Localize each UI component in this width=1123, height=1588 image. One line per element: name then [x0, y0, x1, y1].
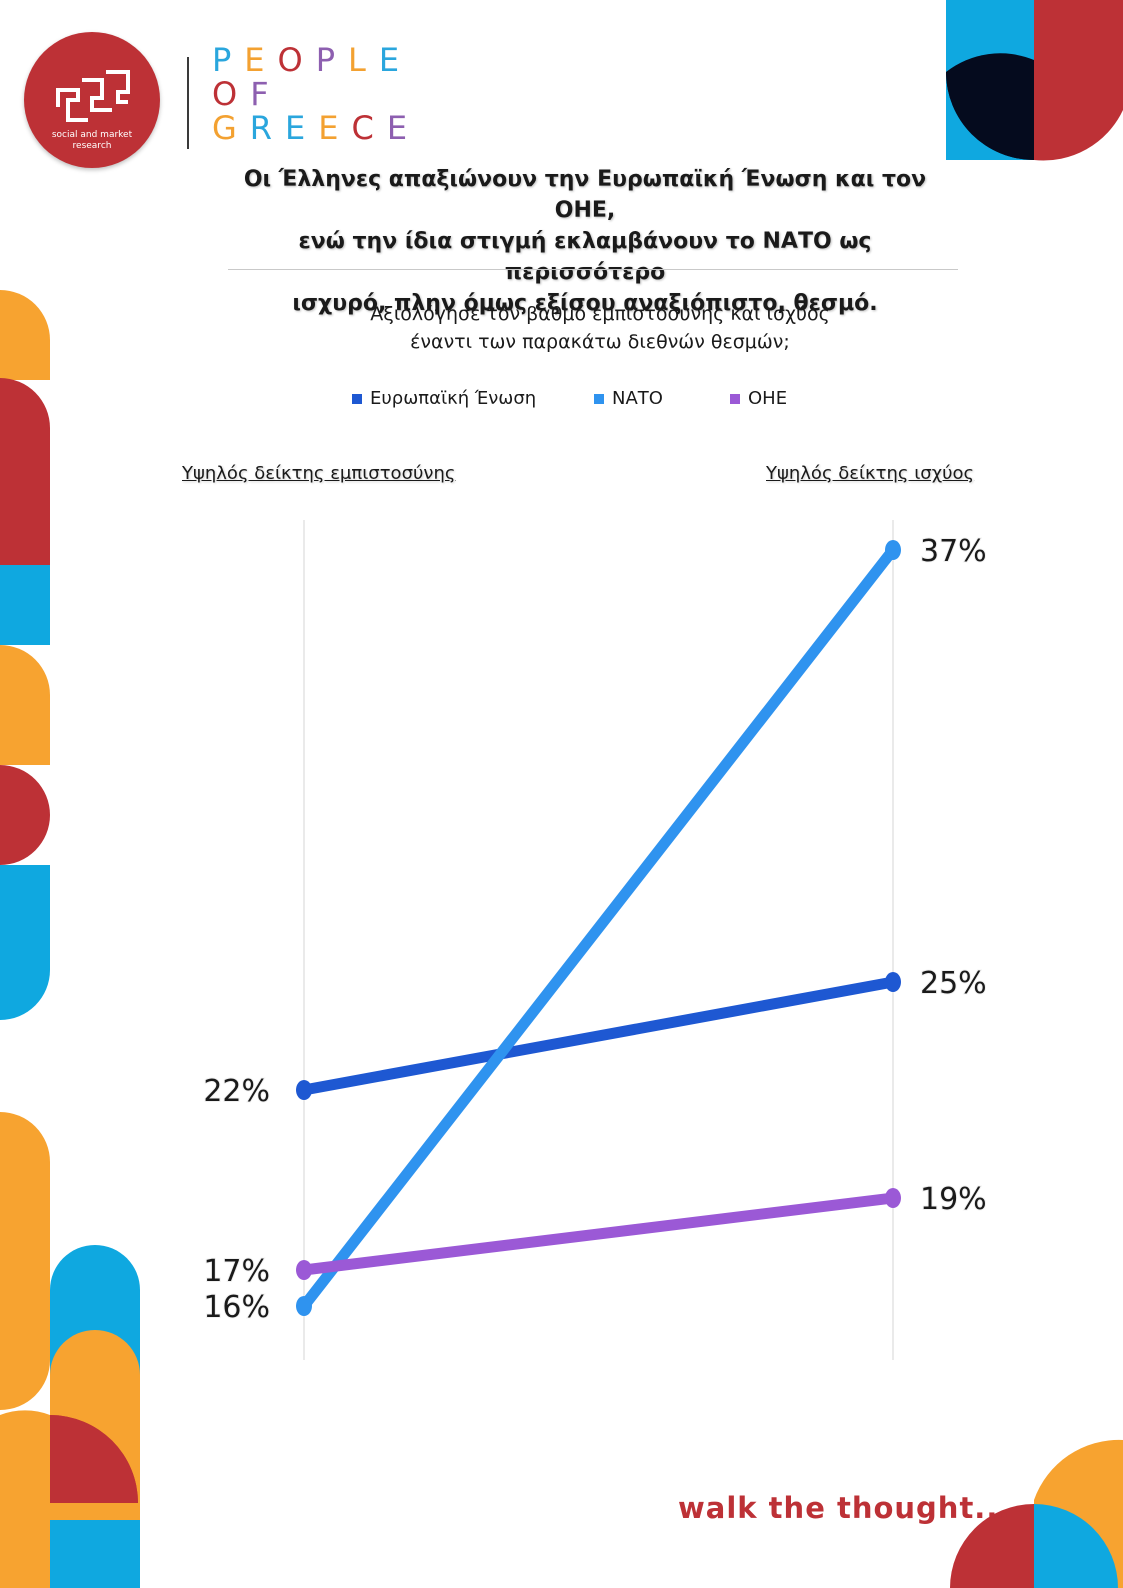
series-line-ohe	[298, 1192, 899, 1276]
logo-subtitle: social and market research	[24, 130, 160, 152]
data-label-nato-trust: 16%	[203, 1290, 270, 1325]
legend-label-nato: ΝΑΤΟ	[612, 388, 663, 409]
survey-question: Αξιολόγησε τον βαθμό εμπιστοσύνης και ισ…	[300, 300, 900, 356]
legend-swatch-nato	[594, 394, 604, 404]
title-line1: Οι Έλληνες απαξιώνουν την Ευρωπαϊκή Ένωσ…	[243, 167, 927, 223]
data-point-nato-power	[885, 540, 901, 560]
page-title: Οι Έλληνες απαξιώνουν την Ευρωπαϊκή Ένωσ…	[215, 164, 955, 319]
legend-item-nato: ΝΑΤΟ	[594, 385, 663, 413]
brand-letter: F	[250, 75, 282, 113]
brand-line-1: PEOPLE	[212, 42, 412, 78]
category-label-power: Υψηλός δείκτης ισχύος	[766, 463, 975, 484]
legend-label-eu: Ευρωπαϊκή Ένωση	[370, 388, 537, 409]
brand-letter: E	[318, 109, 352, 147]
title-line2: ενώ την ίδια στιγμή εκλαμβάνουν το ΝΑΤΟ …	[298, 229, 872, 285]
category-label-trust: Υψηλός δείκτης εμπιστοσύνης	[182, 463, 456, 484]
data-point-eu-trust	[296, 1080, 312, 1100]
question-line1: Αξιολόγησε τον βαθμό εμπιστοσύνης και ισ…	[370, 303, 830, 325]
brand-letter: P	[212, 41, 245, 79]
logo-badge	[24, 32, 160, 168]
left-strip-shapes	[0, 290, 50, 1410]
data-label-ohe-power: 19%	[920, 1182, 987, 1217]
data-point-ohe-trust	[296, 1260, 312, 1280]
brand-letter: G	[212, 109, 250, 147]
data-label-ohe-trust: 17%	[203, 1254, 270, 1289]
logo-subtitle-line1: social and market	[51, 130, 133, 140]
logo-subtitle-line2: research	[72, 141, 112, 151]
legend-item-ohe: ΟΗΕ	[730, 385, 787, 413]
legend-label-ohe: ΟΗΕ	[748, 388, 788, 409]
title-line3: ισχυρό, πλην όμως εξίσου αναξιόπιστο, θε…	[292, 291, 878, 316]
brand-letter: E	[386, 109, 421, 147]
series-line-eu	[298, 976, 899, 1096]
brand-letter: E	[244, 41, 278, 79]
brand-letter: E	[378, 41, 413, 79]
brand-letter: L	[348, 41, 379, 79]
data-label-eu-trust: 22%	[203, 1074, 270, 1109]
tagline: walk the thought...	[678, 1491, 1011, 1525]
brand-letter: C	[351, 109, 387, 147]
brand-letter: P	[315, 41, 348, 79]
data-label-eu-power: 25%	[920, 966, 987, 1001]
corner-shape-bottom-right	[950, 1439, 1123, 1588]
data-label-nato-power: 37%	[920, 534, 987, 569]
brand-letter: E	[285, 109, 319, 147]
brand-letter: R	[249, 109, 286, 147]
title-divider	[228, 269, 958, 270]
legend-swatch-eu	[352, 394, 362, 404]
brand-line-3: GREECE	[212, 110, 420, 146]
legend-swatch-ohe	[730, 394, 740, 404]
series-line-nato	[298, 544, 899, 1312]
brand-line-2: OF	[212, 76, 282, 112]
corner-shape-bottom-left	[0, 1245, 140, 1588]
logo-divider	[187, 57, 189, 149]
corner-shape-top-right	[946, 0, 1123, 161]
logo-mark-icon	[56, 70, 130, 122]
question-line2: έναντι των παρακάτω διεθνών θεσμών;	[410, 331, 790, 353]
legend-item-eu: Ευρωπαϊκή Ένωση	[352, 385, 536, 413]
data-point-ohe-power	[885, 1188, 901, 1208]
brand-letter: O	[212, 75, 251, 113]
data-point-nato-trust	[296, 1296, 312, 1316]
data-point-eu-power	[885, 972, 901, 992]
brand-letter: O	[277, 41, 316, 79]
